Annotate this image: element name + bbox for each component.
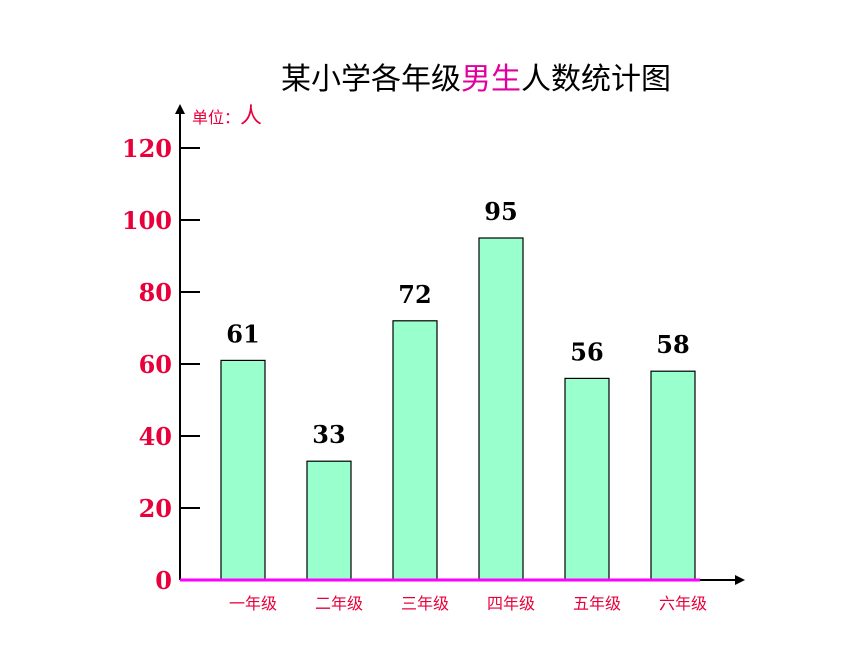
x-category-label: 一年级: [229, 594, 277, 613]
y-tick-label: 100: [122, 206, 172, 235]
data-label: 95: [484, 197, 517, 226]
data-label: 33: [312, 420, 345, 449]
x-category-label: 四年级: [487, 594, 535, 613]
x-category-label: 二年级: [315, 594, 363, 613]
bar: [478, 237, 524, 581]
bar: [220, 359, 266, 581]
x-category-label: 三年级: [401, 594, 449, 613]
unit-prefix: 单位：: [192, 108, 241, 127]
y-axis-arrow: [175, 104, 185, 114]
unit-label: 单位：人: [192, 98, 262, 130]
y-tick-label: 120: [122, 134, 172, 163]
title-suffix: 人数统计图: [521, 62, 671, 97]
data-label: 56: [570, 337, 603, 366]
title-prefix: 某小学各年级: [281, 62, 461, 97]
bar: [306, 460, 352, 581]
x-category-label: 六年级: [659, 594, 707, 613]
y-tick-label: 20: [139, 494, 172, 523]
bar: [650, 370, 696, 581]
data-label: 72: [398, 280, 431, 309]
y-tick-label: 60: [139, 350, 172, 379]
y-tick-label: 80: [139, 278, 172, 307]
x-axis-arrow: [735, 575, 745, 585]
y-tick-label: 0: [155, 566, 172, 595]
bar: [392, 320, 438, 581]
data-label: 58: [656, 330, 689, 359]
title-highlight: 男生: [461, 62, 521, 97]
y-tick-label: 40: [139, 422, 172, 451]
chart-title: 某小学各年级男生人数统计图: [0, 54, 860, 98]
unit-value: 人: [240, 104, 263, 129]
bar: [564, 377, 610, 581]
x-category-label: 五年级: [573, 594, 621, 613]
data-label: 61: [226, 319, 259, 348]
